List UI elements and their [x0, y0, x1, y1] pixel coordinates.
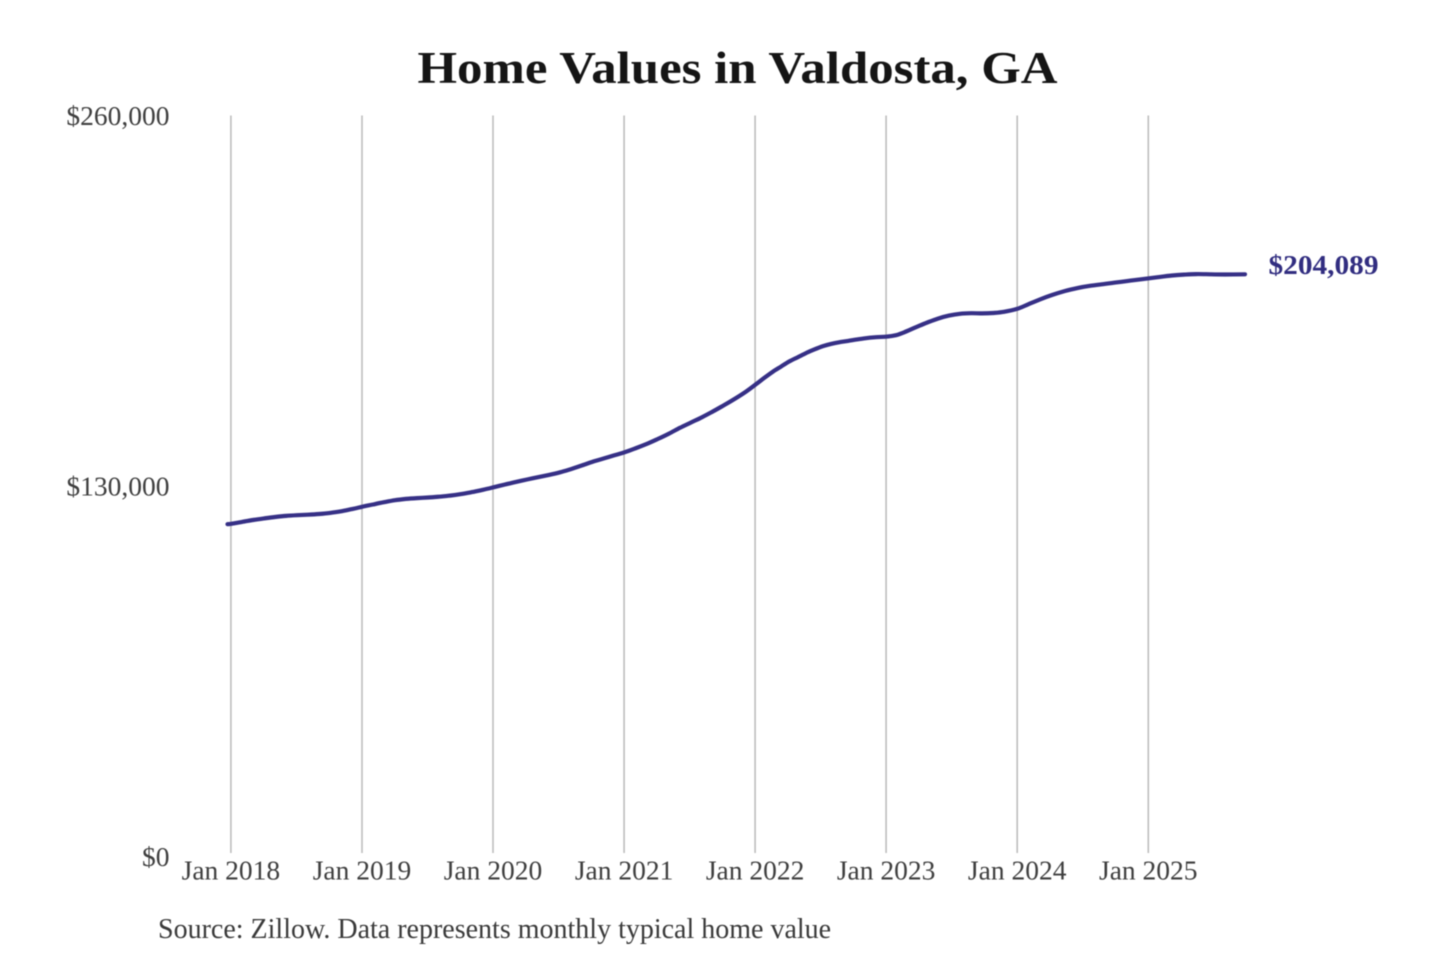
svg-text:$0: $0: [142, 841, 170, 872]
svg-text:Jan 2020: Jan 2020: [444, 855, 543, 886]
svg-text:Jan 2024: Jan 2024: [968, 855, 1067, 886]
svg-text:$130,000: $130,000: [66, 470, 169, 501]
svg-text:$260,000: $260,000: [66, 100, 169, 131]
svg-text:Source: Zillow. Data represent: Source: Zillow. Data represents monthly …: [158, 914, 831, 945]
svg-text:Jan 2023: Jan 2023: [837, 855, 936, 886]
svg-text:Jan 2025: Jan 2025: [1099, 855, 1198, 886]
svg-text:$204,089: $204,089: [1269, 249, 1379, 280]
svg-text:Jan 2019: Jan 2019: [313, 855, 412, 886]
svg-text:Jan 2022: Jan 2022: [706, 855, 805, 886]
svg-text:Jan 2018: Jan 2018: [182, 855, 281, 886]
svg-text:Jan 2021: Jan 2021: [575, 855, 674, 886]
svg-text:Home Values in Valdosta, GA: Home Values in Valdosta, GA: [418, 43, 1059, 93]
